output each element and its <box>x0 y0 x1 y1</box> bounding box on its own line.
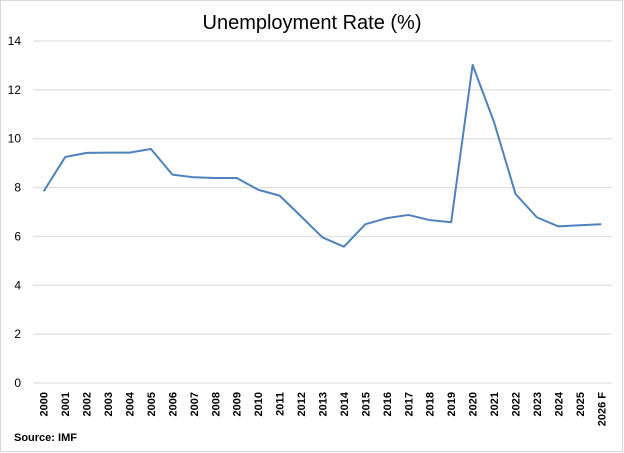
y-tick-label: 2 <box>14 327 21 341</box>
x-tick-label: 2019 <box>446 392 458 416</box>
x-tick-label: 2026 F <box>596 392 608 427</box>
x-tick-label: 2017 <box>403 392 415 416</box>
x-tick-label: 2005 <box>146 392 158 416</box>
x-tick-label: 2025 <box>575 392 587 416</box>
source: Source: IMF <box>14 432 77 444</box>
y-tick-label: 0 <box>14 376 21 390</box>
y-tick-label: 10 <box>8 132 22 146</box>
x-tick-label: 2012 <box>296 392 308 416</box>
y-tick-label: 8 <box>14 181 21 195</box>
x-tick-label: 2024 <box>553 391 565 416</box>
x-tick-label: 2022 <box>511 392 523 416</box>
x-tick-label: 2015 <box>360 392 372 416</box>
x-tick-label: 2009 <box>232 392 244 416</box>
x-tick-label: 2011 <box>275 392 287 416</box>
y-tick-label: 12 <box>8 83 22 97</box>
y-tick-label: 6 <box>14 229 21 243</box>
x-tick-label: 2013 <box>318 392 330 416</box>
chart-title: Unemployment Rate (%) <box>203 12 422 34</box>
x-tick-label: 2008 <box>210 392 222 416</box>
x-tick-label: 2004 <box>125 391 137 416</box>
x-tick-label: 2000 <box>39 392 51 416</box>
y-tick-label: 14 <box>8 34 22 48</box>
x-tick-label: 2003 <box>103 392 115 416</box>
x-tick-label: 2016 <box>382 392 394 416</box>
x-tick-label: 2014 <box>339 391 351 416</box>
x-tick-label: 2002 <box>82 392 94 416</box>
x-tick-label: 2007 <box>189 392 201 416</box>
x-tick-label: 2006 <box>167 392 179 416</box>
x-tick-label: 2023 <box>532 392 544 416</box>
y-tick-label: 4 <box>14 278 21 292</box>
x-tick-label: 2018 <box>425 392 437 416</box>
x-tick-label: 2010 <box>253 392 265 416</box>
x-tick-label: 2001 <box>60 392 72 416</box>
x-tick-label: 2021 <box>489 392 501 416</box>
data-line <box>42 63 602 248</box>
x-tick-label: 2020 <box>468 392 480 416</box>
